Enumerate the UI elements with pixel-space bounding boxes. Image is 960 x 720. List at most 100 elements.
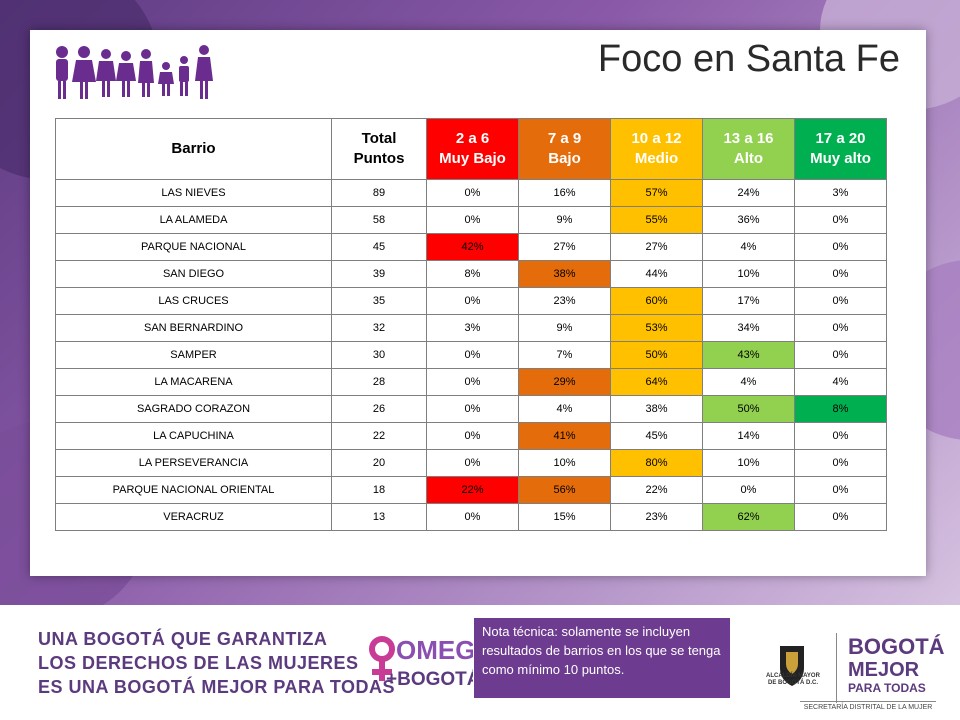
header-total-puntos: Total Puntos [331,118,427,180]
table-row: SAN BERNARDINO 32 3% 9% 53% 34% 0% [55,314,887,342]
cell-total: 18 [331,476,427,504]
cell-barrio: PARQUE NACIONAL [55,233,332,261]
header-line: Medio [634,150,679,167]
cell-total: 58 [331,206,427,234]
cell-total: 39 [331,260,427,288]
omeg-logo-text: OMEG [396,635,473,665]
cell-total: 45 [331,233,427,261]
cell-percentage: 10% [702,260,795,288]
cell-percentage: 16% [518,179,611,207]
cell-total: 35 [331,287,427,315]
cell-percentage: 4% [518,395,611,423]
cell-percentage: 8% [426,260,519,288]
cell-total: 22 [331,422,427,450]
table-header-row: Barrio Total Puntos 2 a 6 Muy Bajo 7 a 9 Bajo 1… [55,118,887,180]
cell-percentage: 0% [794,233,887,261]
cell-barrio: SAN BERNARDINO [55,314,332,342]
cell-total: 28 [331,368,427,396]
cell-percentage: 0% [794,341,887,369]
cell-percentage: 14% [702,422,795,450]
cell-percentage: 0% [794,503,887,531]
header-line: Total [361,130,397,147]
cell-percentage: 44% [610,260,703,288]
slogan-line: ES UNA BOGOTÁ MEJOR PARA TODAS [38,677,396,697]
cell-percentage: 50% [610,341,703,369]
cell-percentage: 0% [794,422,887,450]
cell-percentage: 0% [702,476,795,504]
table-row: LA CAPUCHINA 22 0% 41% 45% 14% 0% [55,422,887,450]
data-table: Barrio Total Puntos 2 a 6 Muy Bajo 7 a 9 Bajo 1… [55,118,887,531]
divider [836,633,837,703]
cell-percentage: 55% [610,206,703,234]
header-line: Muy Bajo [439,150,506,167]
family-icon [56,45,213,99]
cell-percentage: 38% [610,395,703,423]
cell-barrio: LA PERSEVERANCIA [55,449,332,477]
cell-percentage: 0% [794,449,887,477]
cell-barrio: LAS CRUCES [55,287,332,315]
cell-percentage: 24% [702,179,795,207]
cell-percentage: 0% [426,395,519,423]
header-line: Bajo [548,150,581,167]
cell-percentage: 23% [518,287,611,315]
header-medio: 10 a 12 Medio [610,118,703,180]
cell-percentage: 60% [610,287,703,315]
cell-percentage: 3% [426,314,519,342]
cell-percentage: 15% [518,503,611,531]
slogan-line: LOS DERECHOS DE LAS MUJERES [38,653,359,673]
cell-percentage: 3% [794,179,887,207]
header-line: 17 a 20 [815,130,866,147]
alcaldia-line: DE BOGOTÁ D.C. [767,680,818,686]
cell-percentage: 41% [518,422,611,450]
cell-percentage: 45% [610,422,703,450]
cell-percentage: 8% [794,395,887,423]
content-card: Foco en Santa Fe Barrio Total Puntos 2 a 6 M… [30,30,926,576]
cell-total: 26 [331,395,427,423]
cell-percentage: 56% [518,476,611,504]
secretaria-label: SECRETARÍA DISTRITAL DE LA MUJER [800,701,936,711]
cell-percentage: 22% [610,476,703,504]
cell-percentage: 7% [518,341,611,369]
cell-percentage: 22% [426,476,519,504]
cell-percentage: 0% [794,287,887,315]
slogan: UNA BOGOTÁ QUE GARANTIZA LOS DERECHOS DE… [38,627,395,699]
cell-percentage: 17% [702,287,795,315]
cell-percentage: 10% [702,449,795,477]
cell-barrio: LA CAPUCHINA [55,422,332,450]
header-line: Alto [733,150,764,167]
cell-percentage: 4% [794,368,887,396]
header-muy-alto: 17 a 20 Muy alto [794,118,887,180]
footer: UNA BOGOTÁ QUE GARANTIZA LOS DERECHOS DE… [0,605,960,720]
header-line: 10 a 12 [631,130,682,147]
cell-percentage: 0% [426,503,519,531]
header-line: Muy alto [810,150,871,167]
bogota-coat-of-arms-icon [780,646,804,686]
bmpt-line-3: PARA TODAS [848,681,926,695]
omeg-logo: OMEG +BOGOTÁ [369,635,473,690]
table-row: SAMPER 30 0% 7% 50% 43% 0% [55,341,887,369]
omeg-logo-subtext: +BOGOTÁ [386,668,473,690]
cell-barrio: VERACRUZ [55,503,332,531]
cell-percentage: 27% [518,233,611,261]
table-row: SAN DIEGO 39 8% 38% 44% 10% 0% [55,260,887,288]
cell-percentage: 0% [426,206,519,234]
table-row: VERACRUZ 13 0% 15% 23% 62% 0% [55,503,887,531]
cell-percentage: 0% [426,449,519,477]
cell-total: 32 [331,314,427,342]
slogan-line: UNA BOGOTÁ QUE GARANTIZA [38,629,328,649]
cell-percentage: 43% [702,341,795,369]
cell-percentage: 0% [426,287,519,315]
cell-percentage: 38% [518,260,611,288]
cell-percentage: 23% [610,503,703,531]
header-barrio: Barrio [55,118,332,180]
cell-percentage: 0% [794,476,887,504]
cell-percentage: 50% [702,395,795,423]
cell-barrio: SAN DIEGO [55,260,332,288]
header-line: Puntos [353,150,405,167]
cell-percentage: 0% [426,422,519,450]
page-title: Foco en Santa Fe [597,38,900,80]
bmpt-line-1: BOGOTÁ [848,634,945,659]
header-line: 13 a 16 [723,130,774,147]
table-row: PARQUE NACIONAL ORIENTAL 18 22% 56% 22% 0% 0% [55,476,887,504]
table-row: LA ALAMEDA 58 0% 9% 55% 36% 0% [55,206,887,234]
